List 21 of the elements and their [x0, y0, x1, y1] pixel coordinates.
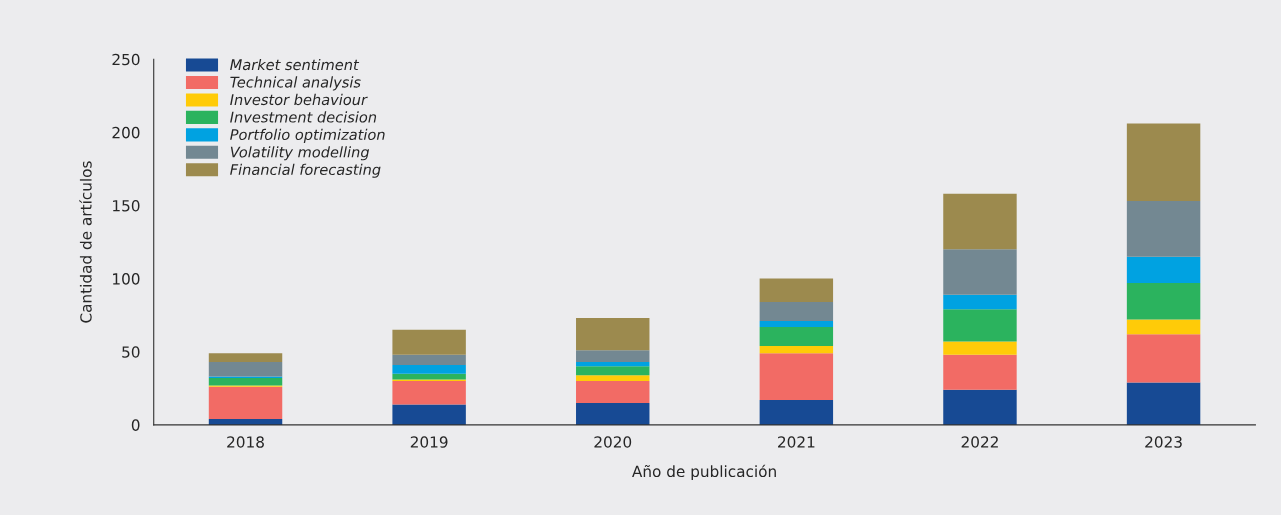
x-tick-label: 2020	[594, 436, 632, 448]
legend-label: Market sentiment	[230, 58, 360, 71]
x-tick-label: 2021	[778, 436, 815, 448]
legend-label: Financial forecasting	[230, 163, 381, 178]
legend-label: Portfolio optimization	[230, 128, 385, 143]
x-tick-label: 2022	[961, 436, 998, 448]
x-axis-title: Año de publicación	[632, 464, 776, 481]
y-tick-label: 100	[113, 273, 140, 285]
y-tick-label: 200	[112, 126, 140, 139]
legend-label: Technical analysis	[230, 76, 361, 91]
legend-label: Investor behaviour	[230, 93, 368, 106]
x-tick-label: 2023	[1145, 436, 1182, 448]
x-tick-label: 2018	[227, 436, 264, 448]
y-tick-label: 150	[113, 199, 140, 212]
y-tick-label: 50	[122, 346, 140, 358]
legend-label: Investment decision	[230, 111, 377, 123]
y-tick-label: 250	[112, 53, 140, 66]
y-axis-title: Cantidad de artículos	[79, 161, 92, 323]
y-tick-label: 0	[131, 419, 140, 431]
x-tick-label: 2019	[410, 436, 448, 448]
legend-label: Volatility modelling	[230, 146, 370, 161]
